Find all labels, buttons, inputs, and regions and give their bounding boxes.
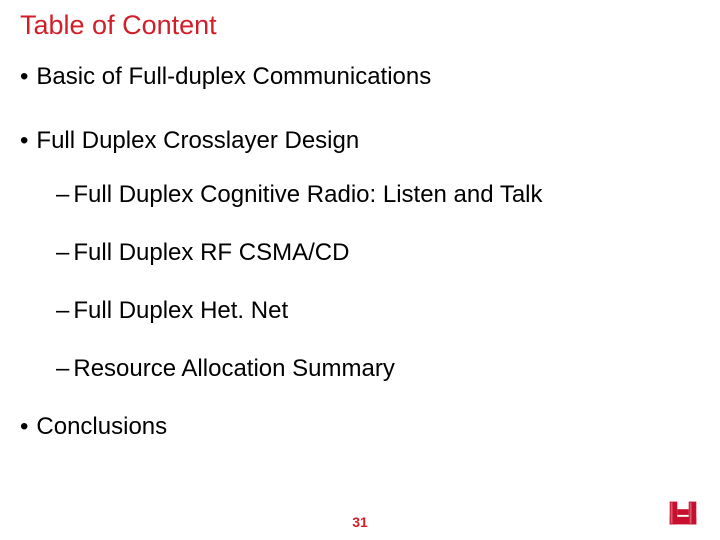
sub-item-4: – Resource Allocation Summary: [56, 355, 700, 383]
uh-logo: [664, 494, 702, 532]
bullet-list: • Basic of Full-duplex Communications • …: [0, 41, 720, 441]
sub-list: – Full Duplex Cognitive Radio: Listen an…: [20, 181, 700, 383]
bullet-text-1: Basic of Full-duplex Communications: [36, 63, 431, 91]
bullet-marker: •: [20, 413, 28, 441]
bullet-item-3: • Conclusions: [20, 413, 700, 441]
slide-title: Table of Content: [0, 0, 720, 41]
bullet-text-3: Conclusions: [36, 413, 167, 441]
dash-marker: –: [56, 181, 69, 209]
bullet-marker: •: [20, 127, 28, 155]
page-number: 31: [352, 514, 368, 530]
bullet-item-1: • Basic of Full-duplex Communications: [20, 63, 700, 91]
bullet-text-2: Full Duplex Crosslayer Design: [36, 127, 359, 155]
sub-item-3: – Full Duplex Het. Net: [56, 297, 700, 325]
dash-marker: –: [56, 355, 69, 383]
dash-marker: –: [56, 239, 69, 267]
sub-text-1: Full Duplex Cognitive Radio: Listen and …: [73, 181, 542, 209]
dash-marker: –: [56, 297, 69, 325]
bullet-marker: •: [20, 63, 28, 91]
sub-text-4: Resource Allocation Summary: [73, 355, 394, 383]
sub-item-2: – Full Duplex RF CSMA/CD: [56, 239, 700, 267]
sub-item-1: – Full Duplex Cognitive Radio: Listen an…: [56, 181, 700, 209]
bullet-item-2: • Full Duplex Crosslayer Design: [20, 127, 700, 155]
sub-text-2: Full Duplex RF CSMA/CD: [73, 239, 349, 267]
sub-text-3: Full Duplex Het. Net: [73, 297, 288, 325]
